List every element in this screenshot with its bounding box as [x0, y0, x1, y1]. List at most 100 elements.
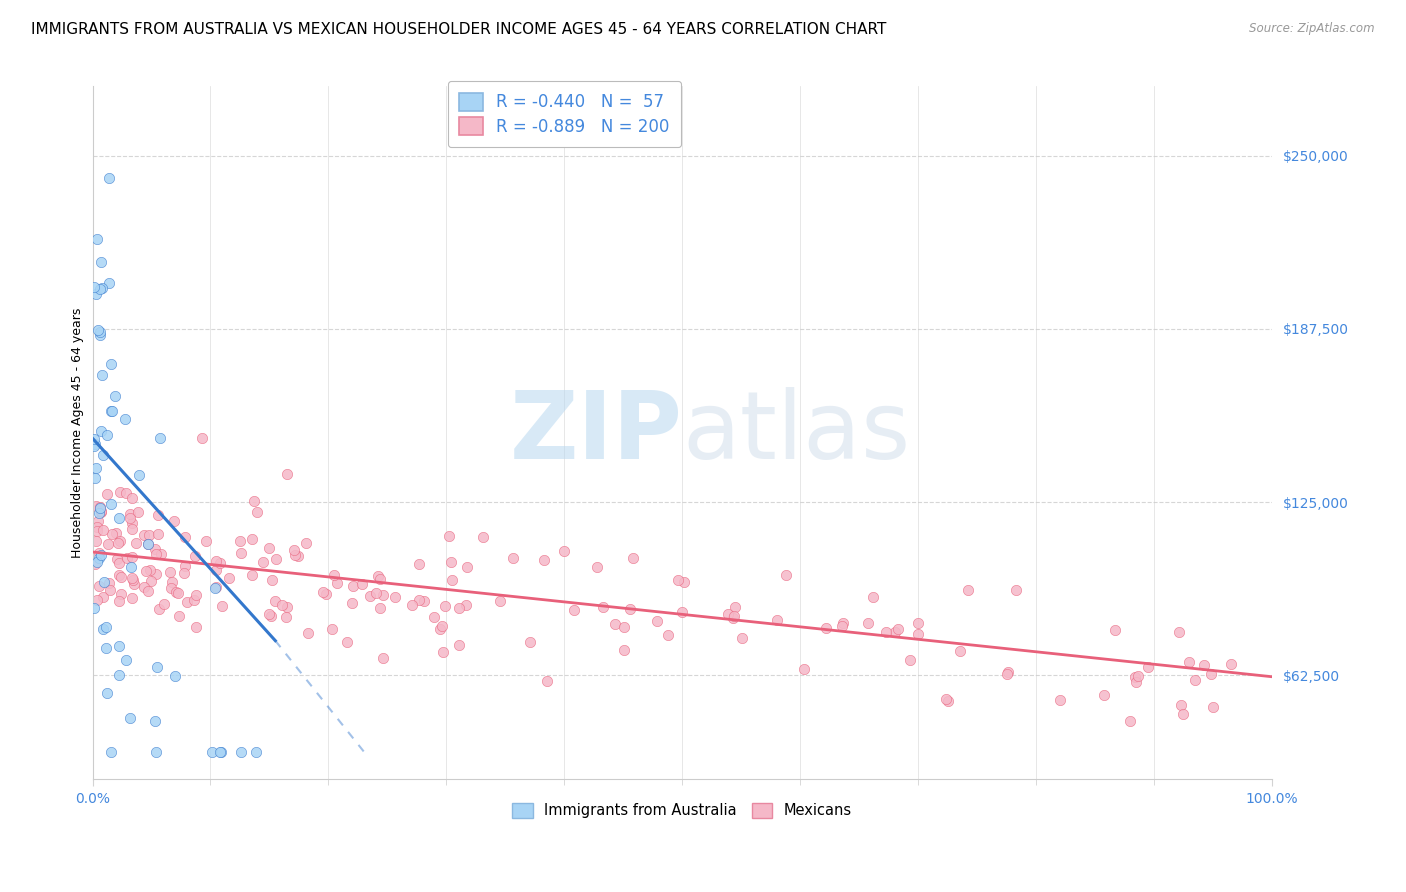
Point: [336, 635, 359, 649]
Point: [93, 574, 115, 589]
Point: [440, 555, 463, 569]
Point: [86, 232, 108, 246]
Point: [134, 580, 156, 594]
Point: [456, 598, 478, 612]
Point: [294, 536, 316, 550]
Point: [91, 523, 114, 537]
Point: [264, 594, 287, 608]
Point: [163, 669, 186, 683]
Point: [1178, 655, 1201, 669]
Point: [1119, 714, 1142, 728]
Point: [1125, 674, 1147, 689]
Point: [1202, 699, 1225, 714]
Point: [97, 537, 120, 551]
Point: [856, 616, 879, 631]
Point: [121, 591, 143, 605]
Point: [89, 328, 111, 343]
Point: [793, 662, 815, 676]
Point: [94, 620, 117, 634]
Point: [100, 404, 122, 418]
Point: [423, 610, 446, 624]
Point: [257, 541, 280, 556]
Point: [1092, 688, 1115, 702]
Point: [645, 615, 668, 629]
Point: [121, 573, 143, 587]
Point: [672, 575, 695, 590]
Point: [159, 565, 181, 579]
Point: [240, 533, 263, 547]
Point: [671, 605, 693, 619]
Point: [93, 590, 115, 604]
Point: [91, 623, 114, 637]
Point: [342, 579, 364, 593]
Point: [441, 573, 464, 587]
Point: [100, 745, 122, 759]
Point: [949, 644, 972, 658]
Point: [432, 645, 454, 659]
Point: [121, 522, 143, 536]
Point: [115, 550, 138, 565]
Text: ZIP: ZIP: [509, 387, 682, 479]
Point: [1049, 693, 1071, 707]
Point: [205, 563, 228, 577]
Point: [167, 609, 190, 624]
Point: [1184, 673, 1206, 687]
Point: [87, 546, 110, 560]
Point: [87, 323, 110, 337]
Point: [284, 549, 307, 563]
Point: [86, 499, 108, 513]
Point: [98, 582, 121, 597]
Point: [146, 508, 169, 522]
Point: [98, 170, 121, 185]
Point: [153, 597, 176, 611]
Point: [167, 586, 190, 600]
Point: [366, 586, 388, 600]
Point: [184, 549, 207, 563]
Point: [143, 542, 166, 557]
Point: [488, 593, 510, 607]
Point: [283, 543, 305, 558]
Text: Source: ZipAtlas.com: Source: ZipAtlas.com: [1250, 22, 1375, 36]
Point: [1170, 698, 1192, 713]
Point: [1199, 666, 1222, 681]
Point: [90, 505, 112, 519]
Point: [434, 599, 457, 614]
Point: [245, 745, 267, 759]
Point: [89, 500, 111, 514]
Point: [1171, 706, 1194, 721]
Point: [371, 588, 394, 602]
Point: [437, 529, 460, 543]
Point: [731, 632, 754, 646]
Point: [115, 653, 138, 667]
Point: [89, 325, 111, 339]
Point: [97, 276, 120, 290]
Point: [90, 281, 112, 295]
Point: [87, 506, 110, 520]
Point: [205, 580, 228, 594]
Point: [666, 573, 689, 587]
Point: [125, 535, 148, 549]
Point: [297, 626, 319, 640]
Point: [105, 552, 128, 566]
Point: [89, 501, 111, 516]
Point: [502, 550, 524, 565]
Point: [83, 601, 105, 615]
Point: [100, 497, 122, 511]
Point: [108, 485, 131, 500]
Point: [321, 623, 343, 637]
Point: [84, 471, 107, 485]
Point: [122, 577, 145, 591]
Point: [165, 584, 187, 599]
Point: [120, 511, 142, 525]
Point: [128, 467, 150, 482]
Point: [209, 745, 232, 759]
Point: [613, 619, 636, 633]
Point: [716, 607, 738, 621]
Point: [246, 505, 269, 519]
Point: [218, 571, 240, 585]
Point: [408, 592, 430, 607]
Point: [96, 487, 118, 501]
Point: [191, 431, 214, 445]
Point: [90, 549, 112, 563]
Point: [907, 627, 929, 641]
